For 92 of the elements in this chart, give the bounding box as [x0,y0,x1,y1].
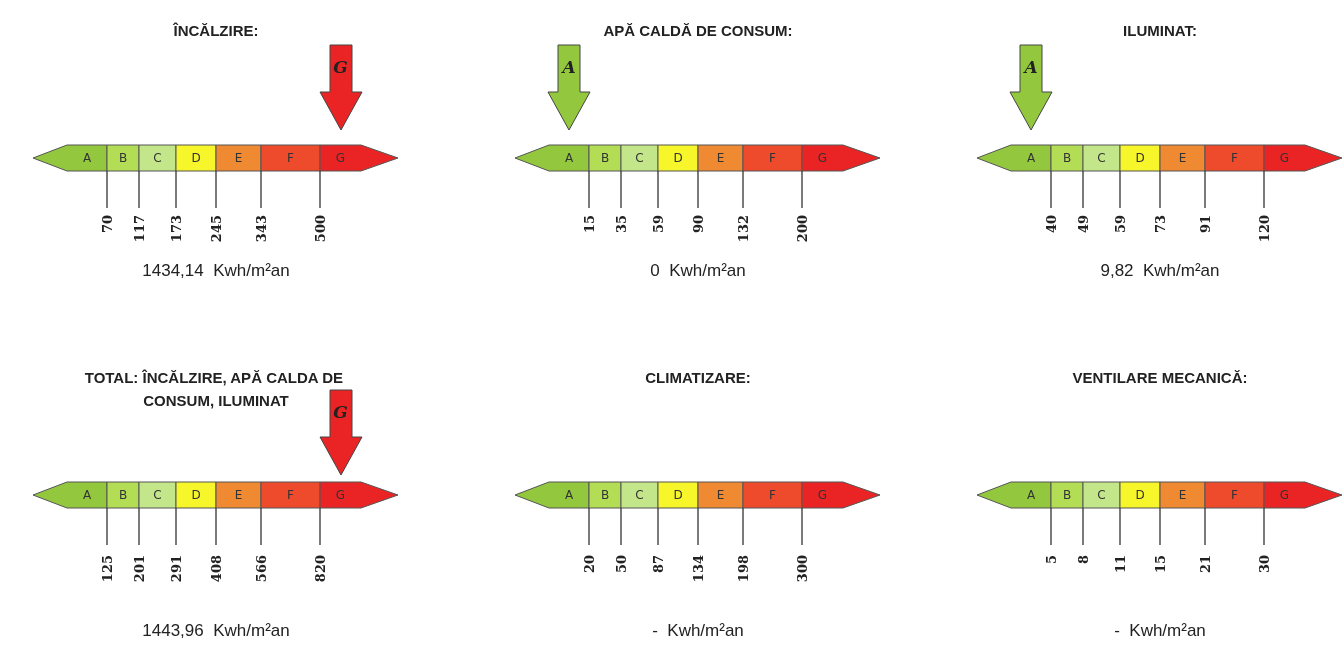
data-label: 90 [690,215,706,234]
category-label: B [118,151,128,165]
category-label: C [153,488,162,502]
text: - Kwh/m²an [1114,620,1206,640]
category-label: B [600,151,610,165]
category-label: D [191,488,201,502]
category-label: G [817,151,828,165]
category-label: C [153,151,162,165]
data-label: 117 [131,215,147,243]
category-label: D [1135,488,1145,502]
text: A [562,57,576,77]
category-label: D [673,151,683,165]
category-label: E [234,151,243,165]
data-label: 59 [1112,215,1128,234]
data-label: 11 [1112,555,1128,574]
category-label: A [82,151,92,165]
data-label: 70 [99,215,115,234]
data-label: 20 [581,555,597,574]
category-label: A [564,488,574,502]
data-label: 300 [794,555,810,583]
data-label: 408 [208,555,224,583]
data-label: 173 [168,215,184,243]
category-label: A [82,488,92,502]
category-label: E [716,488,725,502]
data-label: 21 [1197,555,1213,574]
data-label: 125 [99,555,115,583]
data-label: 30 [1256,555,1272,574]
category-label: G [335,488,346,502]
category-label: C [635,488,644,502]
category-label: D [191,151,201,165]
text: VENTILARE MECANICĂ: [1072,369,1248,386]
category-label: G [1279,488,1290,502]
text: CLIMATIZARE: [645,369,751,386]
text: - Kwh/m²an [652,620,744,640]
category-label: F [287,151,295,165]
category-label: E [234,488,243,502]
data-label: 200 [794,215,810,243]
text: 0 Kwh/m²an [650,260,746,280]
category-label: F [287,488,295,502]
category-label: B [118,488,128,502]
category-label: F [769,488,777,502]
data-label: 5 [1043,555,1059,565]
text: APĂ CALDĂ DE CONSUM: [603,22,793,39]
category-label: F [1231,151,1239,165]
data-label: 820 [312,555,328,583]
data-label: 40 [1043,215,1059,234]
category-label: C [635,151,644,165]
data-label: 245 [208,215,224,243]
data-label: 198 [735,555,751,583]
category-label: G [1279,151,1290,165]
category-label: D [673,488,683,502]
category-label: C [1097,151,1106,165]
text: 1443,96 Kwh/m²an [142,620,290,640]
text: 1434,14 Kwh/m²an [142,260,290,280]
category-label: B [1062,488,1072,502]
data-label: 87 [650,555,666,574]
data-label: 291 [168,555,184,583]
data-label: 59 [650,215,666,234]
category-label: B [1062,151,1072,165]
category-label: G [817,488,828,502]
text: A [1024,57,1038,77]
text: ILUMINAT: [1123,22,1197,39]
data-label: 500 [312,215,328,243]
data-label: 566 [253,555,269,583]
category-label: E [1178,151,1187,165]
category-label: F [1231,488,1239,502]
data-label: 50 [613,555,629,574]
data-label: 201 [131,555,147,583]
category-label: E [716,151,725,165]
category-label: C [1097,488,1106,502]
data-label: 35 [613,215,629,234]
category-label: G [335,151,346,165]
category-label: E [1178,488,1187,502]
category-label: B [600,488,610,502]
data-label: 134 [690,555,706,583]
data-label: 343 [253,215,269,243]
text: ÎNCĂLZIRE: [172,22,259,39]
text: G [333,57,348,77]
data-label: 49 [1075,215,1091,234]
data-label: 120 [1256,215,1272,243]
category-label: A [564,151,574,165]
data-label: 8 [1075,555,1091,565]
data-label: 132 [735,215,751,243]
category-label: F [769,151,777,165]
data-label: 15 [581,215,597,234]
data-label: 15 [1152,555,1168,574]
text: 9,82 Kwh/m²an [1100,260,1220,280]
category-label: D [1135,151,1145,165]
category-label: A [1026,488,1036,502]
data-label: 91 [1197,215,1213,234]
data-label: 73 [1152,215,1168,234]
category-label: A [1026,151,1036,165]
